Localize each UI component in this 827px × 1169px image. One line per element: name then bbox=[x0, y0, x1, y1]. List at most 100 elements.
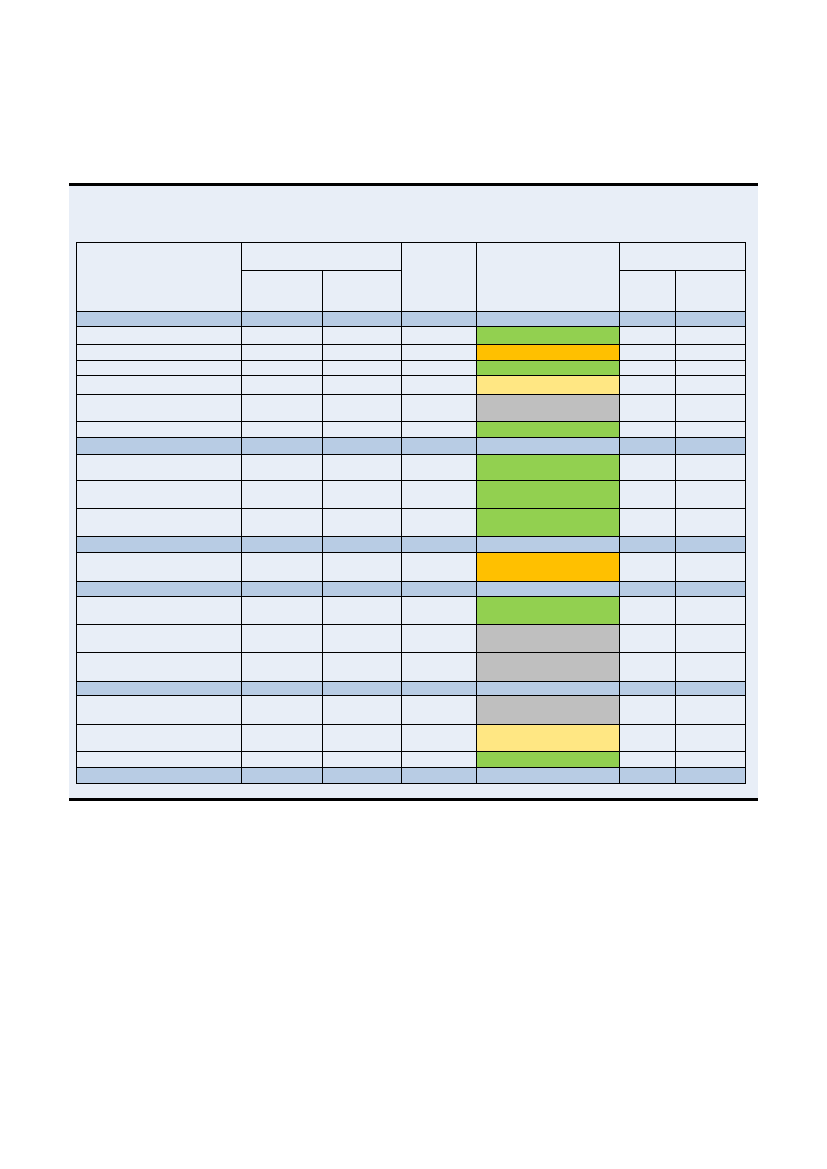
table-row bbox=[76, 695, 746, 725]
table-cell bbox=[76, 552, 242, 582]
table-row bbox=[76, 724, 746, 752]
table-cell bbox=[322, 454, 402, 481]
section-band-cell bbox=[619, 536, 676, 553]
section-band-cell bbox=[619, 311, 676, 327]
col-1-header bbox=[76, 242, 242, 312]
table-cell bbox=[401, 552, 477, 582]
section-band-cell bbox=[322, 311, 402, 327]
table-cell bbox=[241, 724, 323, 752]
table-cell bbox=[401, 454, 477, 481]
table-cell bbox=[76, 480, 242, 509]
section-band-cell bbox=[619, 767, 676, 784]
table-cell bbox=[322, 394, 402, 422]
table-cell bbox=[322, 375, 402, 395]
table-cell bbox=[76, 724, 242, 752]
col-6-subheader bbox=[619, 270, 676, 312]
table-row bbox=[76, 421, 746, 438]
table-cell bbox=[241, 480, 323, 509]
section-band-row bbox=[76, 681, 746, 696]
table-cell bbox=[322, 751, 402, 768]
table-cell bbox=[401, 480, 477, 509]
table-cell bbox=[241, 326, 323, 345]
table-cell bbox=[675, 480, 746, 509]
section-band-cell bbox=[322, 581, 402, 597]
table-cell bbox=[241, 421, 323, 438]
table-cell bbox=[241, 344, 323, 361]
table-cell bbox=[241, 596, 323, 625]
table-row bbox=[76, 326, 746, 345]
section-band-cell bbox=[401, 767, 477, 784]
section-band-row bbox=[76, 767, 746, 784]
table-cell bbox=[675, 360, 746, 376]
col-3-subheader bbox=[322, 270, 402, 312]
section-band-row bbox=[76, 536, 746, 553]
table-row bbox=[76, 552, 746, 582]
section-band-cell bbox=[476, 681, 620, 696]
status-cell-green bbox=[476, 508, 620, 537]
status-cell-green bbox=[476, 480, 620, 509]
section-band-cell bbox=[619, 681, 676, 696]
table-row bbox=[76, 624, 746, 653]
table-cell bbox=[401, 344, 477, 361]
table-body bbox=[76, 311, 746, 784]
table-cell bbox=[675, 421, 746, 438]
table-cell bbox=[76, 375, 242, 395]
table-cell bbox=[322, 724, 402, 752]
col-6-7-group-header bbox=[619, 242, 746, 271]
status-cell-gray bbox=[476, 652, 620, 682]
section-band-cell bbox=[76, 767, 242, 784]
table-row bbox=[76, 508, 746, 537]
table-cell bbox=[675, 508, 746, 537]
table-cell bbox=[76, 751, 242, 768]
table-row bbox=[76, 454, 746, 481]
table-row bbox=[76, 751, 746, 768]
section-band-cell bbox=[241, 437, 323, 455]
table-cell bbox=[76, 394, 242, 422]
table-cell bbox=[76, 695, 242, 725]
table-cell bbox=[241, 751, 323, 768]
table-cell bbox=[322, 480, 402, 509]
status-cell-yellow bbox=[476, 375, 620, 395]
section-band-cell bbox=[322, 536, 402, 553]
table-cell bbox=[619, 326, 676, 345]
section-band-cell bbox=[241, 581, 323, 597]
table-cell bbox=[675, 454, 746, 481]
table-cell bbox=[241, 652, 323, 682]
section-band-cell bbox=[476, 767, 620, 784]
table-cell bbox=[76, 652, 242, 682]
table-cell bbox=[401, 508, 477, 537]
section-band-row bbox=[76, 581, 746, 597]
section-band-row bbox=[76, 437, 746, 455]
table-cell bbox=[322, 421, 402, 438]
table-cell bbox=[76, 421, 242, 438]
status-cell-gray bbox=[476, 624, 620, 653]
section-band-cell bbox=[322, 681, 402, 696]
table-cell bbox=[675, 695, 746, 725]
table-cell bbox=[76, 624, 242, 653]
table-cell bbox=[241, 695, 323, 725]
schedule-table bbox=[76, 242, 746, 784]
col-2-subheader bbox=[241, 270, 323, 312]
table-cell bbox=[322, 652, 402, 682]
section-band-cell bbox=[619, 437, 676, 455]
section-band-cell bbox=[675, 311, 746, 327]
col-5-header bbox=[476, 242, 620, 312]
table-row bbox=[76, 375, 746, 395]
table-cell bbox=[76, 344, 242, 361]
table-cell bbox=[619, 596, 676, 625]
section-band-cell bbox=[76, 437, 242, 455]
table-cell bbox=[619, 695, 676, 725]
table-cell bbox=[401, 394, 477, 422]
table-cell bbox=[322, 508, 402, 537]
table-cell bbox=[675, 724, 746, 752]
table-cell bbox=[241, 394, 323, 422]
table-row bbox=[76, 360, 746, 376]
table-cell bbox=[619, 394, 676, 422]
table-row bbox=[76, 652, 746, 682]
table-row bbox=[76, 344, 746, 361]
table-cell bbox=[241, 552, 323, 582]
section-band-cell bbox=[476, 437, 620, 455]
table-cell bbox=[619, 344, 676, 361]
table-cell bbox=[322, 624, 402, 653]
